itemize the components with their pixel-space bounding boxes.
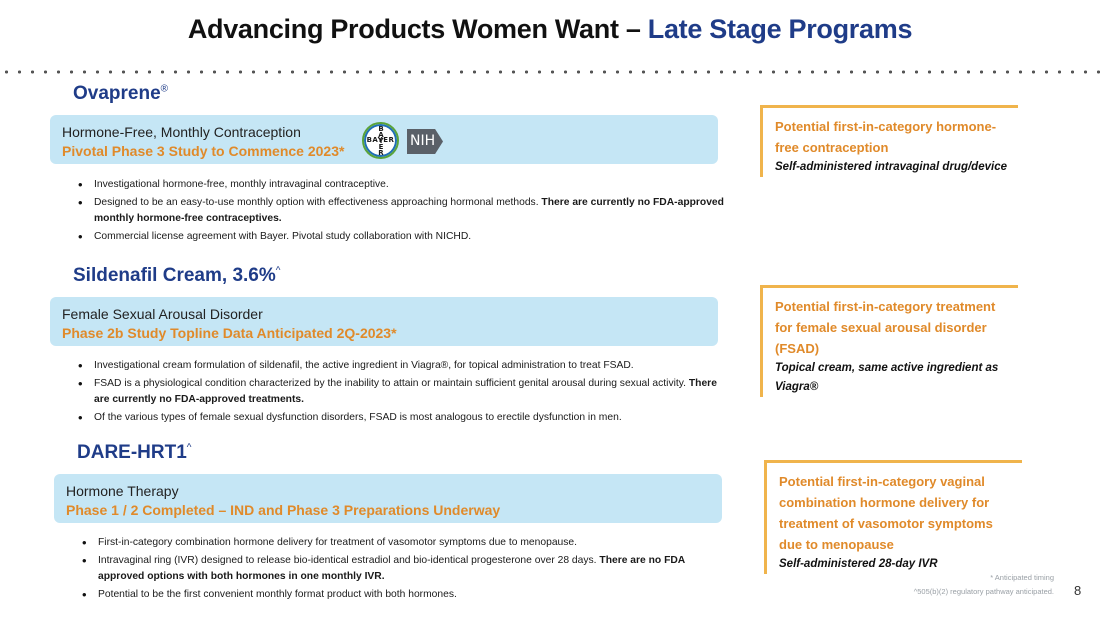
bullet-item: Designed to be an easy-to-use monthly op… [75,195,725,228]
product-name-ovaprene: Ovaprene® [73,83,168,105]
bullet-text: FSAD is a physiological condition charac… [94,377,689,389]
product-name-text: DARE-HRT1 [77,442,187,463]
bayer-logo-text: BAYER [366,136,395,144]
bullet-emphasis: There are currently no FDA-approved trea… [94,377,717,406]
bullet-emphasis: There are currently no FDA-approved mont… [94,196,724,225]
footnote-regulatory: ^505(b)(2) regulatory pathway anticipate… [913,587,1054,596]
bullet-text: Of the various types of female sexual dy… [94,411,622,423]
callout-heading: Potential first-in-category hormone-free… [775,119,997,155]
product-name-sildenafil: Sildenafil Cream, 3.6%^ [73,265,280,287]
stage-label: Phase 2b Study Topline Data Anticipated … [62,325,397,341]
bullet-list-ovaprene: Investigational hormone-free, monthly in… [75,177,725,246]
callout-subtext: Topical cream, same active ingredient as… [775,362,999,393]
callout-subtext: Self-administered intravaginal drug/devi… [775,161,1007,173]
callout-dare-hrt1: Potential first-in-category vaginal comb… [764,460,1022,574]
indication-label: Hormone-Free, Monthly Contraception [62,124,301,140]
bullet-list-sildenafil: Investigational cream formulation of sil… [75,358,725,427]
bayer-logo-text-vertical: BAYER [378,125,384,157]
title-main: Advancing Products Women Want – [187,14,648,44]
dotted-divider [0,70,1100,74]
bullet-text: Investigational hormone-free, monthly in… [94,179,389,190]
bayer-logo: BAYER BAYER [362,122,399,159]
indication-label: Hormone Therapy [66,483,179,499]
title-accent: Late Stage Programs [647,14,913,44]
bullet-item: Of the various types of female sexual dy… [75,410,725,427]
bullet-text: First-in-category combination hormone de… [98,537,578,548]
stage-label: Pivotal Phase 3 Study to Commence 2023* [62,143,345,159]
indication-band-dare-hrt1: Hormone Therapy Phase 1 / 2 Completed – … [54,474,722,523]
callout-heading: Potential first-in-category vaginal comb… [779,474,993,552]
product-name-superscript: ^ [186,442,192,454]
product-name-text: Ovaprene [73,83,161,104]
bullet-item: FSAD is a physiological condition charac… [75,376,725,409]
product-name-dare-hrt1: DARE-HRT1^ [77,442,191,464]
bullet-item: First-in-category combination hormone de… [79,535,729,552]
indication-label: Female Sexual Arousal Disorder [62,306,263,322]
indication-band-sildenafil: Female Sexual Arousal Disorder Phase 2b … [50,297,718,346]
callout-ovaprene: Potential first-in-category hormone-free… [760,105,1018,177]
callout-heading: Potential first-in-category treatment fo… [775,299,996,356]
bullet-item: Investigational cream formulation of sil… [75,358,725,375]
product-name-text: Sildenafil Cream, 3.6% [73,265,276,286]
bullet-text: Investigational cream formulation of sil… [94,360,634,371]
footnote-timing: * Anticipated timing [990,573,1054,582]
slide-title: Advancing Products Women Want – Late Sta… [0,14,1100,45]
page-number: 8 [1074,583,1082,598]
bullet-list-dare-hrt1: First-in-category combination hormone de… [79,535,729,604]
bullet-item: Intravaginal ring (IVR) designed to rele… [79,553,729,586]
bullet-item: Potential to be the first convenient mon… [79,587,729,604]
product-name-superscript: ^ [275,265,281,277]
bullet-text: Intravaginal ring (IVR) designed to rele… [98,554,600,566]
callout-sildenafil: Potential first-in-category treatment fo… [760,285,1018,397]
bullet-emphasis: There are no FDA approved options with b… [98,554,685,583]
callout-subtext: Self-administered 28-day IVR [779,558,938,570]
bullet-text: Commercial license agreement with Bayer.… [94,230,472,242]
bullet-item: Investigational hormone-free, monthly in… [75,177,725,194]
bullet-text: Potential to be the first convenient mon… [98,588,457,600]
stage-label: Phase 1 / 2 Completed – IND and Phase 3 … [66,502,501,518]
bullet-item: Commercial license agreement with Bayer.… [75,229,725,246]
product-name-superscript: ® [160,83,169,95]
bullet-text: Designed to be an easy-to-use monthly op… [94,196,542,208]
nih-logo: NIH [407,129,443,154]
